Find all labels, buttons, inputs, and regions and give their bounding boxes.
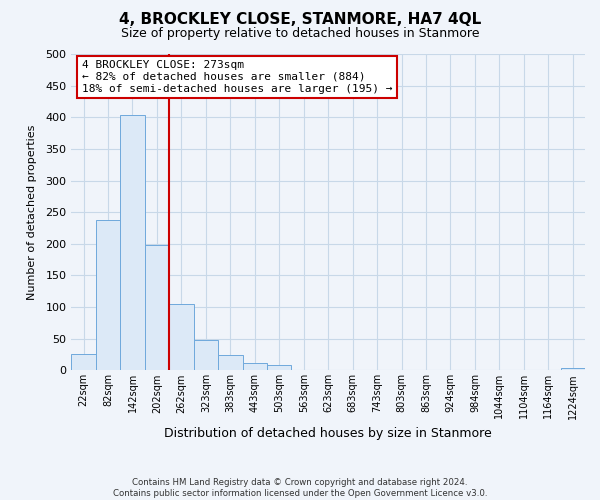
X-axis label: Distribution of detached houses by size in Stanmore: Distribution of detached houses by size … [164,427,492,440]
Bar [194,340,218,370]
Bar [267,366,292,370]
Bar [96,220,120,370]
Text: Contains HM Land Registry data © Crown copyright and database right 2024.
Contai: Contains HM Land Registry data © Crown c… [113,478,487,498]
Bar [218,354,242,370]
Bar [120,116,145,370]
Bar [242,363,267,370]
Bar [169,304,194,370]
Bar [560,368,585,370]
Bar [145,245,169,370]
Y-axis label: Number of detached properties: Number of detached properties [27,124,37,300]
Text: 4, BROCKLEY CLOSE, STANMORE, HA7 4QL: 4, BROCKLEY CLOSE, STANMORE, HA7 4QL [119,12,481,28]
Bar [71,354,96,370]
Text: Size of property relative to detached houses in Stanmore: Size of property relative to detached ho… [121,28,479,40]
Text: 4 BROCKLEY CLOSE: 273sqm
← 82% of detached houses are smaller (884)
18% of semi-: 4 BROCKLEY CLOSE: 273sqm ← 82% of detach… [82,60,392,94]
